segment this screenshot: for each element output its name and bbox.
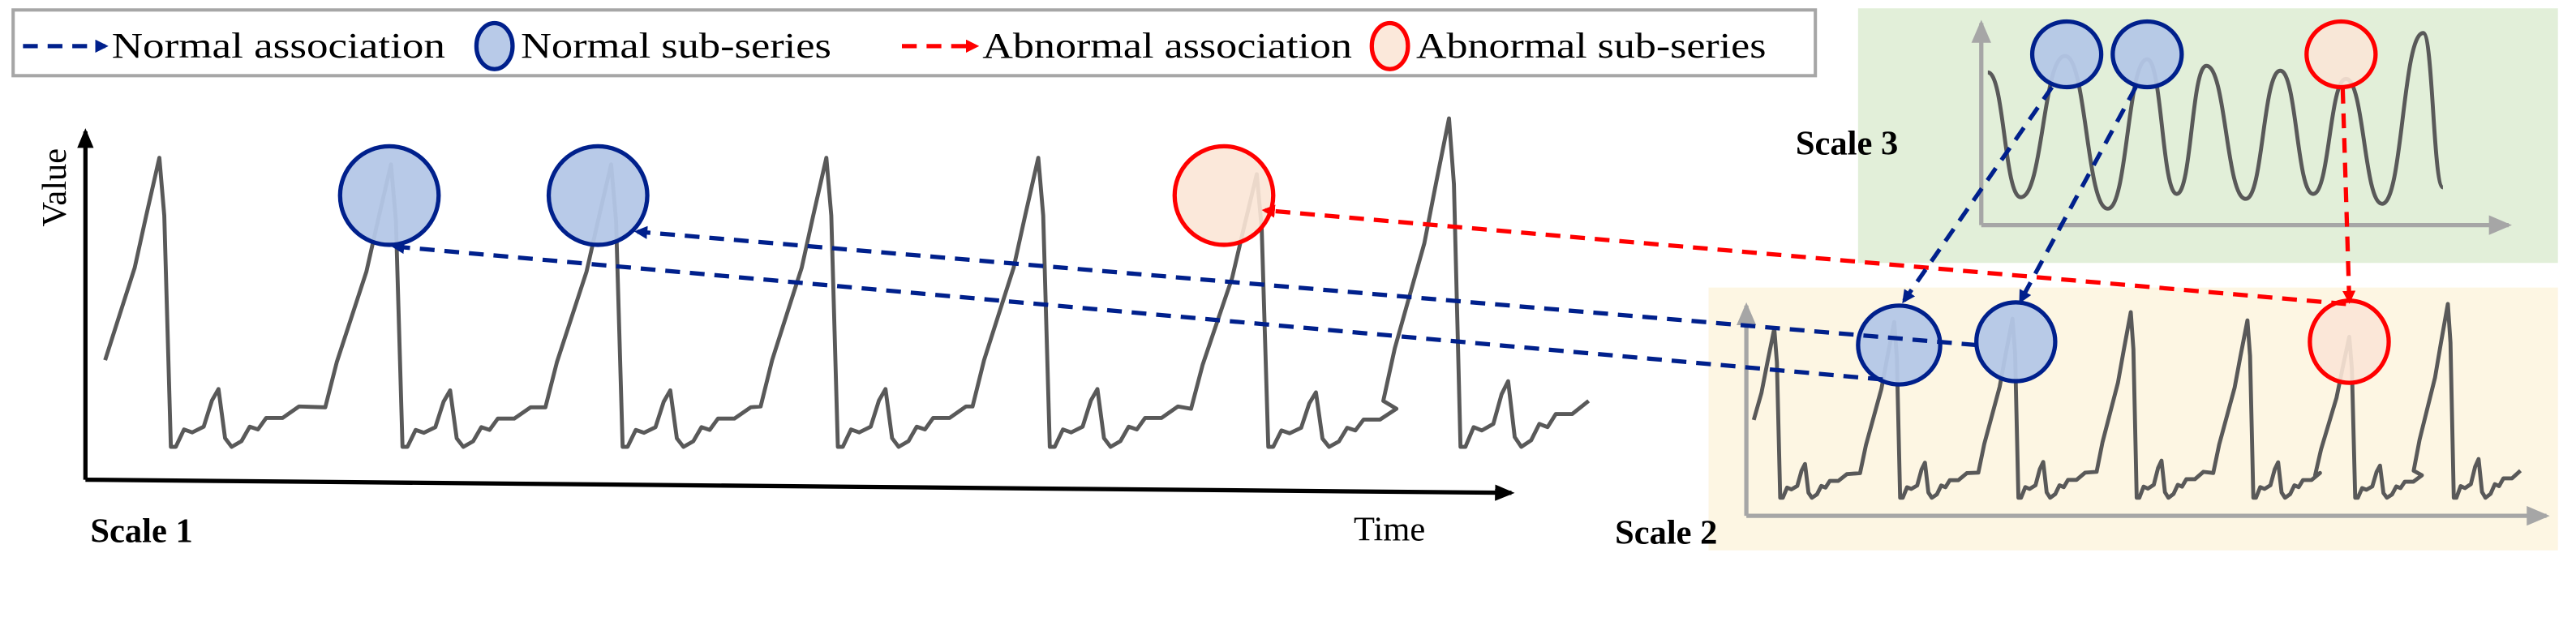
legend-abnormal-subseries: Abnormal sub-series	[1416, 25, 1766, 66]
scale2-normal-subseries-1	[1856, 303, 1943, 387]
normal-association-arrow	[391, 240, 1883, 382]
abnormal-association-arrow	[2340, 88, 2356, 304]
normal-association-arrow	[633, 225, 1977, 348]
normal-association-arrow	[2019, 86, 2138, 304]
scale3-abnormal-subseries	[2304, 19, 2378, 90]
normal-association-arrow	[1902, 85, 2054, 304]
scale1-x-axis-label: Time	[1354, 511, 1425, 549]
legend-normal-association: Normal association	[112, 25, 445, 66]
scale3-normal-subseries-1	[2029, 19, 2104, 90]
normal-subseries-circle-icon	[474, 20, 515, 71]
scale2-normal-subseries-2	[1974, 300, 2058, 384]
abnormal-association-arrow	[1261, 204, 2346, 307]
legend-normal-subseries: Normal sub-series	[521, 25, 831, 66]
scale1-normal-subseries-1	[337, 144, 441, 247]
scale1-x-axis	[85, 477, 1515, 501]
scale2-label: Scale 2	[1615, 514, 1717, 552]
scale1-y-axis-label: Value	[36, 148, 74, 227]
scale3-panel	[1857, 8, 2558, 264]
scale1-label: Scale 1	[90, 512, 192, 551]
scale1-waveform	[103, 116, 1591, 449]
scale3-label: Scale 3	[1796, 125, 1898, 163]
legend: Normal association Normal sub-series Abn…	[11, 8, 1818, 78]
scale1-normal-subseries-2	[546, 144, 650, 247]
abnormal-subseries-circle-icon	[1369, 20, 1410, 71]
scale3-normal-subseries-2	[2110, 19, 2184, 90]
scale2-abnormal-subseries	[2308, 298, 2391, 385]
scale1-abnormal-subseries	[1172, 144, 1276, 247]
legend-abnormal-association: Abnormal association	[982, 25, 1352, 66]
